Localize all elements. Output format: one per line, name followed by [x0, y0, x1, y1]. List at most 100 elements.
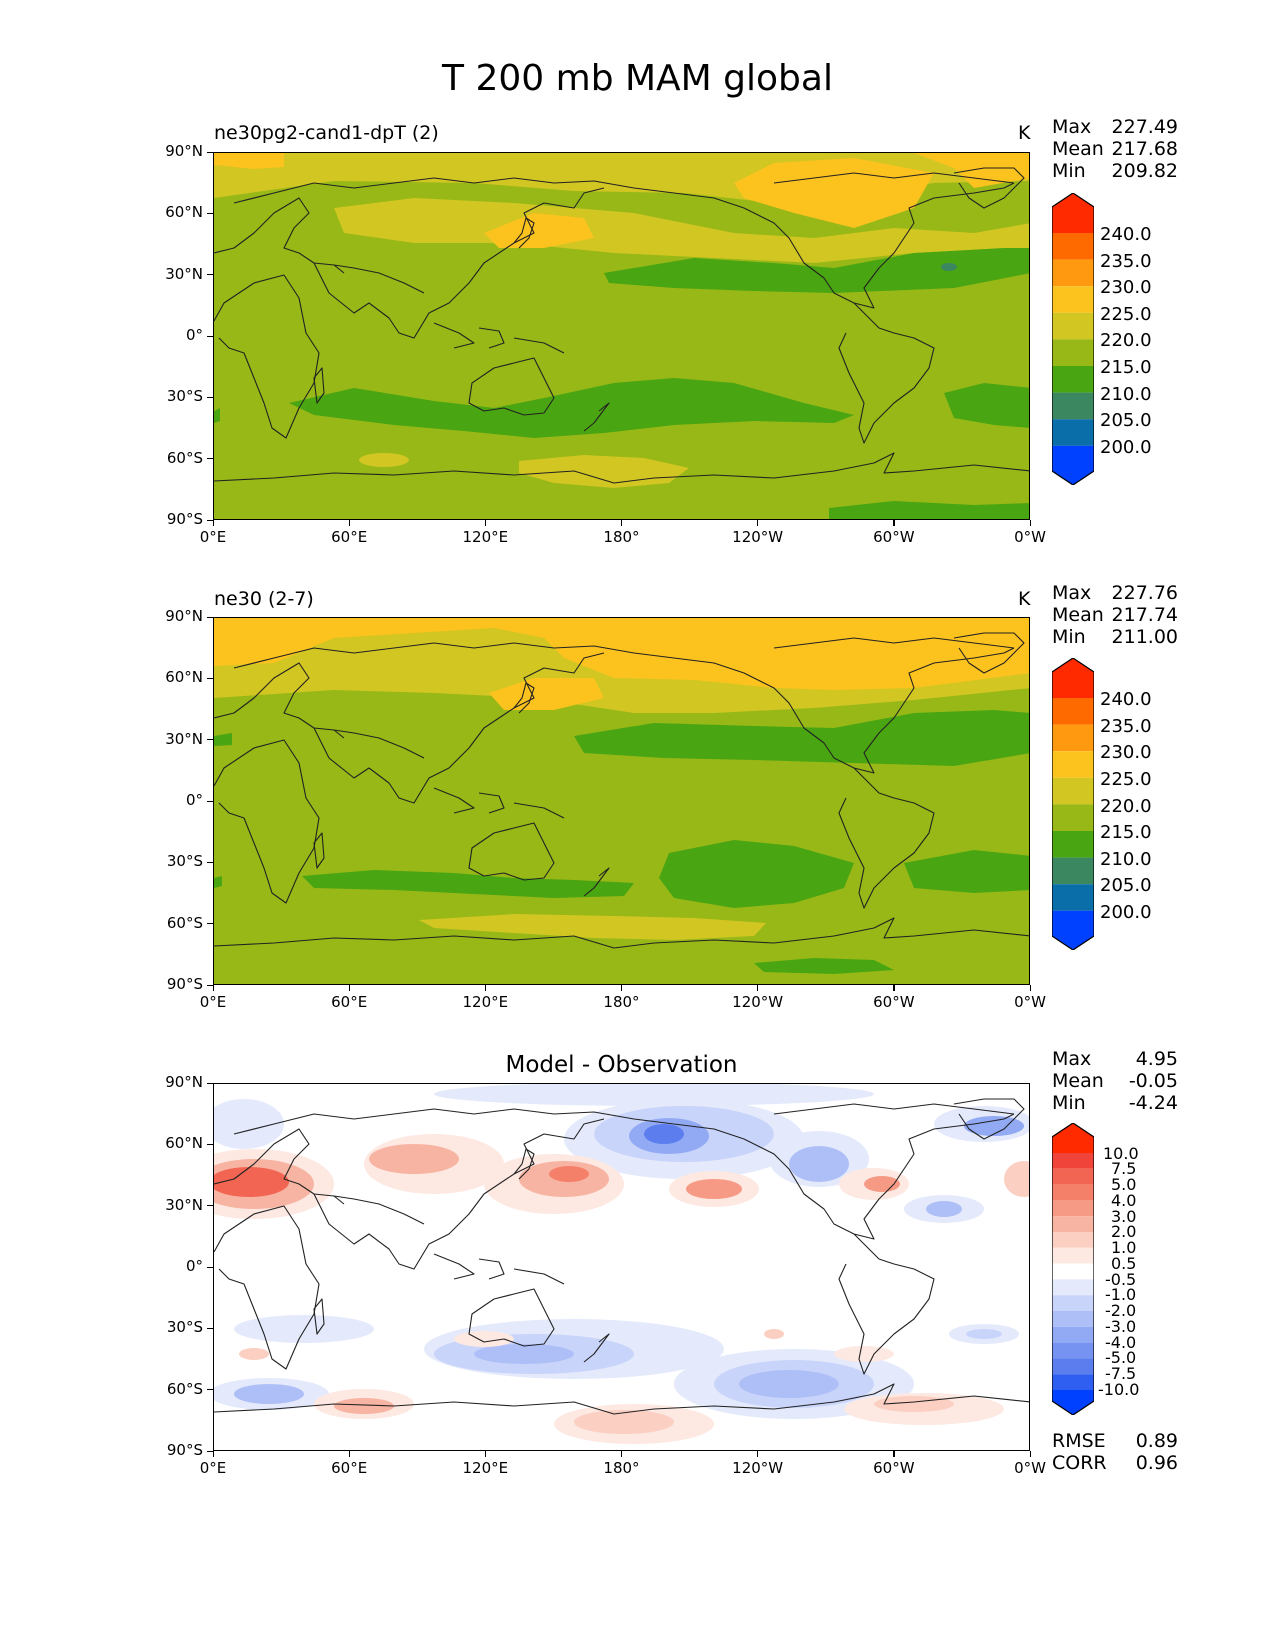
cb1-label-7: 205.0	[1100, 410, 1152, 431]
cb2-swatch-7	[1052, 857, 1094, 885]
panel-2-stats: Max 227.76 Mean 217.74 Min 211.00	[1052, 582, 1178, 652]
panel-3-lat-tick-label: 30°S	[166, 1318, 203, 1337]
cb3-label-1: 7.5	[1111, 1159, 1137, 1178]
panel-3-lon-tick-label: 0°W	[1014, 1459, 1046, 1477]
cb2-swatch-2	[1052, 724, 1094, 752]
panel-3-lon-tick-label: 60°W	[873, 1459, 915, 1477]
panel-1-lon-tick-label: 120°E	[462, 528, 509, 546]
panel-1-colorbar	[1051, 192, 1095, 486]
cb3-swatch-9	[1052, 1279, 1094, 1296]
panel-3-lon-tick-label: 180°	[603, 1459, 640, 1477]
min-label: Min	[1052, 160, 1086, 182]
mean-label: Mean	[1052, 604, 1104, 626]
panel-3-lon-tick-mark	[212, 1451, 214, 1457]
panel-2-lat-tick-mark	[207, 800, 213, 802]
cb3-label-3: 4.0	[1111, 1191, 1137, 1210]
panel-2-lat-tick-mark	[207, 739, 213, 741]
panel-1-stats: Max 227.49 Mean 217.68 Min 209.82	[1052, 116, 1178, 186]
panel-2-lon-tick-label: 60°E	[331, 993, 368, 1011]
mean-value: 217.74	[1111, 604, 1178, 626]
cb2-swatch-1	[1052, 698, 1094, 725]
mean-label: Mean	[1052, 138, 1104, 160]
panel-2-lon-tick-label: 60°W	[873, 993, 915, 1011]
cb3-label-15: -10.0	[1098, 1380, 1140, 1399]
cb2-label-5: 215.0	[1100, 822, 1152, 843]
panel-3-lat-tick-label: 30°N	[165, 1195, 203, 1214]
mean-label: Mean	[1052, 1070, 1104, 1092]
panel-3-lat-tick-label: 90°N	[165, 1073, 203, 1091]
cb1-swatch-5	[1052, 339, 1094, 366]
cb2-label-6: 210.0	[1100, 849, 1152, 870]
panel-2-lat-tick-label: 30°S	[166, 852, 203, 871]
panel-3-lon-tick-mark	[893, 1451, 895, 1457]
cb1-swatch-4	[1052, 312, 1094, 340]
panel-3-lat-tick-label: 60°S	[166, 1379, 203, 1398]
panel-1-lat-tick-mark	[207, 458, 213, 460]
cb3-label-6: 1.0	[1111, 1238, 1137, 1257]
cb2-label-0: 240.0	[1100, 689, 1152, 710]
cb3-swatch-14	[1052, 1358, 1094, 1375]
min-label: Min	[1052, 626, 1086, 648]
max-value: 227.49	[1111, 116, 1178, 138]
panel-1-lat-tick-label: 0°	[185, 326, 203, 344]
cb2-swatch-8	[1052, 884, 1094, 911]
panel-3-lat-tick-mark	[207, 1266, 213, 1268]
panel-3-lat-tick-mark	[207, 1389, 213, 1391]
panel-1-lat-tick-mark	[207, 274, 213, 276]
panel-1-lat-tick-label: 60°N	[165, 203, 203, 222]
cb1-swatch-0	[1052, 193, 1094, 233]
panel-3-lat-tick-mark	[207, 1450, 213, 1452]
panel-2-lat-tick-mark	[207, 984, 213, 986]
panel-2-lat-tick-label: 30°N	[165, 729, 203, 748]
panel-1-lon-tick-mark	[1029, 520, 1031, 526]
cb3-swatch-15	[1052, 1374, 1094, 1390]
cb2-label-2: 230.0	[1100, 742, 1152, 763]
cb3-label-11: -3.0	[1105, 1317, 1137, 1336]
cb3-swatch-10	[1052, 1295, 1094, 1311]
panel-3-lon-tick-label: 0°E	[199, 1459, 227, 1477]
panel-2-colorbar	[1051, 657, 1095, 951]
panel-2-lon-tick-label: 0°E	[199, 993, 227, 1011]
cb3-swatch-5	[1052, 1216, 1094, 1232]
panel-3-colorbar	[1051, 1122, 1095, 1416]
cb1-swatch-8	[1052, 419, 1094, 446]
mean-value: -0.05	[1128, 1070, 1178, 1092]
panel-1-lat-tick-mark	[207, 519, 213, 521]
panel-1-lon-tick-mark	[621, 520, 623, 526]
cb1-swatch-7	[1052, 392, 1094, 420]
cb2-swatch-3	[1052, 751, 1094, 778]
panel-3-lon-tick-label: 120°E	[462, 1459, 509, 1477]
panel-2-lon-tick-mark	[484, 985, 487, 991]
cb2-label-1: 235.0	[1100, 716, 1152, 737]
panel-1-map	[213, 152, 1030, 520]
panel-3-lat-tick-label: 0°	[185, 1257, 203, 1275]
cb2-label-3: 225.0	[1100, 769, 1152, 790]
panel-3-lat-tick-label: 90°S	[166, 1441, 203, 1459]
cb2-swatch-5	[1052, 804, 1094, 831]
panel-1-lon-tick-mark	[348, 520, 350, 526]
cb2-label-7: 205.0	[1100, 875, 1152, 896]
panel-1-lon-tick-mark	[757, 520, 759, 526]
figure-title: T 200 mb MAM global	[442, 58, 833, 99]
cb2-swatch-9	[1052, 910, 1094, 950]
panel-1-lat-tick-mark	[207, 212, 213, 215]
cb1-label-3: 225.0	[1100, 304, 1152, 325]
panel-1-lon-tick-label: 0°W	[1014, 528, 1046, 546]
max-value: 4.95	[1135, 1048, 1178, 1070]
panel-2-map	[213, 617, 1030, 985]
cb3-label-7: 0.5	[1111, 1254, 1137, 1273]
cb1-swatch-1	[1052, 233, 1094, 260]
panel-2-lat-tick-label: 90°S	[166, 975, 203, 993]
cb3-label-10: -2.0	[1105, 1301, 1137, 1320]
cb2-label-4: 220.0	[1100, 796, 1152, 817]
cb3-label-4: 3.0	[1111, 1207, 1137, 1226]
panel-2-lat-tick-mark	[207, 923, 213, 925]
panel-3-lat-tick-mark	[207, 1143, 213, 1146]
panel-1-lat-tick-label: 90°N	[165, 142, 203, 160]
cb1-label-4: 220.0	[1100, 330, 1152, 351]
cb1-label-5: 215.0	[1100, 357, 1152, 378]
cb3-swatch-7	[1052, 1247, 1094, 1264]
cb2-label-8: 200.0	[1100, 902, 1152, 923]
max-value: 227.76	[1111, 582, 1178, 604]
panel-2-lon-tick-mark	[1029, 985, 1031, 991]
